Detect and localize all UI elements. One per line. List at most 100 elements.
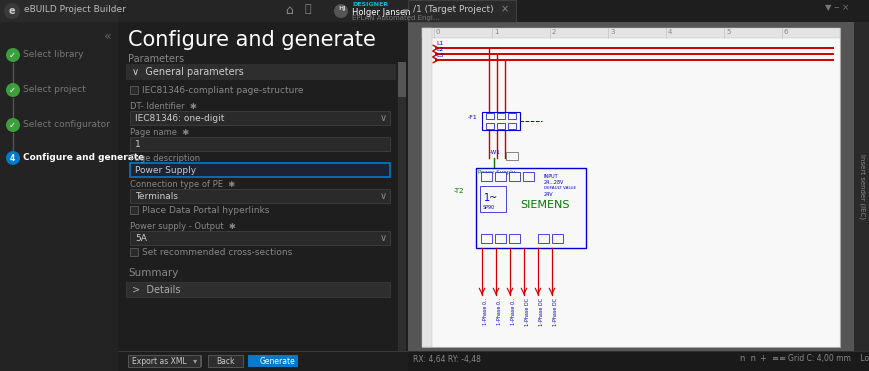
Text: 6: 6 [783, 29, 787, 35]
Bar [496, 113, 504, 119]
Text: Select project: Select project [23, 85, 86, 94]
Text: ×: × [501, 4, 508, 14]
Text: SIEMENS: SIEMENS [520, 200, 569, 210]
Text: 24...28V: 24...28V [543, 180, 564, 185]
Bar [201, 355, 202, 367]
Text: Select configurator: Select configurator [23, 120, 109, 129]
Circle shape [6, 48, 20, 62]
Bar [507, 123, 515, 129]
Bar [537, 234, 548, 243]
Bar [126, 282, 389, 297]
Bar [507, 113, 515, 119]
Circle shape [4, 3, 20, 19]
Text: n  n: n n [740, 354, 755, 363]
Bar [481, 172, 492, 181]
Bar [481, 234, 492, 243]
Bar [129, 248, 138, 256]
Text: 1-Phase 0..: 1-Phase 0.. [482, 298, 488, 325]
Text: IEC81346: one-digit: IEC81346: one-digit [135, 114, 224, 123]
Bar [129, 206, 138, 214]
Bar [421, 28, 839, 347]
Text: Connection type of PE  ✱: Connection type of PE ✱ [129, 180, 235, 189]
Text: Set recommended cross-sections: Set recommended cross-sections [142, 248, 292, 257]
Bar [408, 22, 853, 351]
Text: ∨  General parameters: ∨ General parameters [132, 67, 243, 77]
Circle shape [6, 83, 20, 97]
Text: EPLAN Automated Engi...: EPLAN Automated Engi... [352, 15, 439, 21]
Text: Back: Back [216, 357, 235, 366]
Circle shape [334, 4, 348, 18]
Bar [421, 28, 839, 347]
Text: ✓: ✓ [9, 85, 16, 95]
Text: 24V: 24V [543, 192, 553, 197]
Bar [118, 351, 408, 371]
Text: Terminals: Terminals [135, 192, 178, 201]
Bar [128, 355, 200, 367]
Text: Configure and generate: Configure and generate [128, 30, 375, 50]
Bar [118, 22, 408, 371]
Text: eBUILD Project Builder: eBUILD Project Builder [24, 5, 126, 14]
Text: Summary: Summary [128, 268, 178, 278]
Bar [508, 172, 520, 181]
Text: Power Supply: Power Supply [477, 170, 514, 175]
Text: ▾: ▾ [193, 356, 197, 365]
Text: L2: L2 [435, 47, 443, 52]
Bar [0, 0, 118, 22]
Text: HJ: HJ [338, 6, 345, 10]
Text: -W1: -W1 [489, 150, 501, 155]
Bar [129, 189, 389, 203]
Text: 4: 4 [10, 154, 16, 163]
Text: 2: 2 [551, 29, 556, 35]
Text: 1-Phase DC: 1-Phase DC [524, 298, 529, 326]
Text: ⧉: ⧉ [305, 4, 311, 14]
Bar [421, 28, 839, 38]
Text: Insert sender (IEC): Insert sender (IEC) [858, 154, 865, 219]
Text: /1 (Target Project): /1 (Target Project) [413, 5, 493, 14]
Text: 1: 1 [494, 29, 498, 35]
Text: 0: 0 [435, 29, 440, 35]
Text: ✓: ✓ [9, 50, 16, 59]
Text: e: e [9, 6, 15, 16]
Text: ▼ ‒ ×: ▼ ‒ × [824, 3, 848, 12]
Bar [397, 62, 406, 97]
Text: ▾: ▾ [402, 7, 408, 17]
Bar [129, 111, 389, 125]
Text: 4: 4 [667, 29, 672, 35]
Text: ∨: ∨ [380, 113, 387, 123]
Bar [853, 22, 869, 351]
Text: L3: L3 [435, 53, 443, 58]
Text: Generate: Generate [260, 357, 295, 366]
Bar [129, 137, 389, 151]
Text: 1-Phase DC: 1-Phase DC [553, 298, 557, 326]
Bar [506, 152, 517, 160]
Bar [421, 28, 432, 347]
Text: Export as XML: Export as XML [132, 357, 187, 366]
Bar [496, 123, 504, 129]
Bar [494, 234, 506, 243]
Text: INPUT: INPUT [543, 174, 558, 179]
Bar [248, 355, 298, 367]
Text: ✓: ✓ [9, 121, 16, 129]
Bar [129, 231, 389, 245]
Text: +  ≡≡: + ≡≡ [760, 354, 786, 363]
Bar [481, 112, 520, 130]
Text: Place Data Portal hyperlinks: Place Data Portal hyperlinks [142, 206, 269, 215]
Text: ∨: ∨ [380, 191, 387, 201]
Text: Power supply - Output  ✱: Power supply - Output ✱ [129, 222, 235, 231]
Bar [494, 172, 506, 181]
Text: 5A: 5A [135, 234, 147, 243]
Bar [486, 123, 494, 129]
Text: L1: L1 [435, 41, 443, 46]
Bar [208, 355, 242, 367]
Bar [551, 234, 562, 243]
Text: Select library: Select library [23, 50, 83, 59]
Text: Grid C: 4,00 mm    Logic 1:1: Grid C: 4,00 mm Logic 1:1 [787, 354, 869, 363]
Text: -T2: -T2 [454, 188, 464, 194]
Text: -F1: -F1 [468, 115, 477, 120]
Text: DESIGNER: DESIGNER [352, 1, 388, 7]
Text: RX: 4,64 RY: -4,48: RX: 4,64 RY: -4,48 [413, 355, 481, 364]
Text: «: « [104, 30, 111, 43]
Bar [397, 62, 406, 351]
Bar [408, 0, 515, 22]
Text: DT- Identifier  ✱: DT- Identifier ✱ [129, 102, 196, 111]
